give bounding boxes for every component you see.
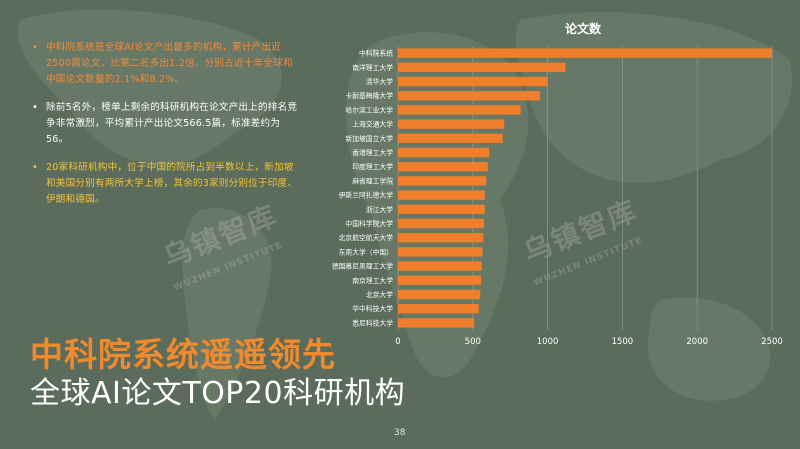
chart-category-labels: 中科院系统南洋理工大学清华大学卡耐基梅隆大学哈尔滨工业大学上海交通大学新加坡国立… (332, 49, 393, 328)
chart-bar (398, 162, 488, 172)
chart-gridlines (397, 46, 773, 330)
chart-bar (398, 62, 566, 72)
x-tick-label: 1500 (612, 337, 634, 347)
category-label: 南洋理工大学 (352, 63, 393, 72)
category-label: 印度理工大学 (352, 162, 393, 171)
page-headline: 中科院系统遥遥领先 (30, 335, 336, 374)
chart-bar (398, 261, 482, 271)
chart-bar (398, 119, 505, 129)
chart-bar (398, 289, 481, 300)
category-label: 中科院系统 (359, 49, 393, 58)
category-label: 悉尼科技大学 (352, 318, 393, 327)
chart-bar (398, 204, 485, 214)
chart-bar (398, 247, 483, 257)
bullet-text: 中科院系统是全球AI论文产出最多的机构，累计产出近2500篇论文，比第二名多出1… (46, 42, 293, 85)
chart-bar (398, 233, 484, 243)
x-tick-label: 2500 (761, 337, 783, 347)
chart-bar (398, 91, 541, 101)
page-number: 38 (394, 428, 406, 438)
category-label: 北京大学 (366, 290, 393, 299)
chart-bar (398, 76, 548, 87)
category-label: 哈尔滨工业大学 (345, 105, 393, 114)
x-tick-label: 2000 (686, 337, 708, 347)
bullet-marker: • (32, 102, 39, 113)
chart-bar (398, 147, 490, 158)
chart-bar (398, 275, 482, 285)
bullet-text: 20家科研机构中，位于中国的院所占到半数以上，新加坡和美国分别有两所大学上榜，其… (46, 162, 298, 205)
category-label: 南京理工大学 (352, 276, 393, 285)
map-north-america (18, 9, 282, 166)
chart-bar (398, 318, 475, 328)
chart-x-ticks: 0 500 1000 1500 2000 2500 (395, 337, 783, 347)
chart-bar (398, 218, 485, 229)
bullet-list: • 中科院系统是全球AI论文产出最多的机构，累计产出近2500篇论文，比第二名多… (30, 40, 300, 220)
category-label: 卡耐基梅隆大学 (345, 91, 393, 100)
category-label: 上海交通大学 (352, 120, 393, 129)
bullet-text: 除前5名外，榜单上剩余的科研机构在论文产出上的排名竞争非常激烈，平均累计产出论文… (46, 102, 298, 145)
bullet-marker: • (32, 42, 39, 53)
category-label: 北京航空航天大学 (339, 233, 394, 242)
map-australia (647, 297, 771, 401)
category-label: 香港理工大学 (352, 148, 393, 157)
page-subheadline: 全球AI论文TOP20科研机构 (30, 376, 406, 411)
category-label: 东南大学（中国） (339, 247, 393, 256)
x-tick-label: 1000 (537, 337, 559, 347)
category-label: 麻省理工学院 (352, 176, 393, 185)
chart-bar (398, 48, 772, 58)
chart-bar (398, 190, 485, 200)
category-label: 伊斯兰阿扎德大学 (339, 191, 394, 200)
category-label: 清华大学 (366, 77, 393, 86)
bullet-item: • 除前5名外，榜单上剩余的科研机构在论文产出上的排名竞争非常激烈，平均累计产出… (30, 100, 300, 148)
category-label: 德国慕尼黑理工大学 (332, 262, 393, 271)
category-label: 华中科技大学 (352, 304, 393, 313)
chart-bar (398, 105, 521, 115)
chart-bar (398, 133, 503, 143)
x-tick-label: 500 (465, 337, 481, 347)
category-label: 新加坡国立大学 (345, 134, 393, 143)
x-tick-label: 0 (395, 337, 400, 347)
category-label: 中国科学院大学 (345, 219, 393, 228)
map-south-america (182, 208, 272, 420)
chart-bars (398, 48, 772, 328)
bullet-marker: • (32, 162, 39, 173)
chart-title: 论文数 (565, 21, 602, 36)
chart-bar (398, 304, 479, 314)
bullet-item: • 中科院系统是全球AI论文产出最多的机构，累计产出近2500篇论文，比第二名多… (30, 40, 300, 88)
category-label: 浙江大学 (366, 205, 393, 214)
chart-bar (398, 176, 487, 186)
bullet-item: • 20家科研机构中，位于中国的院所占到半数以上，新加坡和美国分别有两所大学上榜… (30, 160, 300, 208)
